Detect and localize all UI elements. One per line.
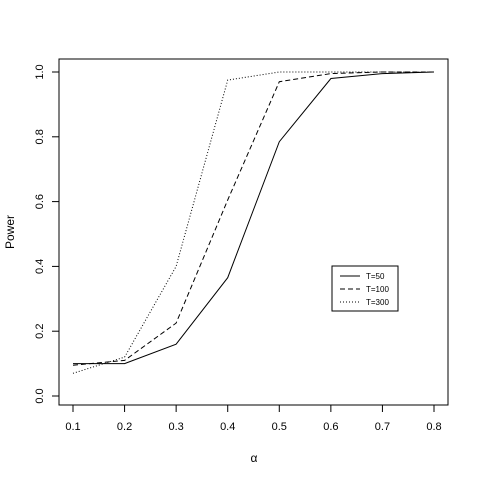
x-tick-label: 0.4 [220, 421, 235, 433]
x-tick-label: 0.3 [168, 421, 183, 433]
y-tick-label: 0.8 [34, 129, 46, 144]
x-tick-label: 0.1 [65, 421, 80, 433]
series-line-t-300 [72, 71, 434, 374]
x-tick-label: 0.7 [375, 421, 390, 433]
y-axis: 0.0 0.2 0.4 0.6 0.8 1.0 [34, 64, 60, 404]
x-tick-label: 0.6 [323, 421, 338, 433]
y-tick-label: 0.0 [34, 388, 46, 403]
x-tick-label: 0.2 [117, 421, 132, 433]
series-line-t-100 [72, 71, 434, 366]
y-tick-label: 1.0 [34, 64, 46, 79]
x-axis: 0.1 0.2 0.3 0.4 0.5 0.6 0.7 0.8 [65, 404, 442, 433]
x-axis-label: α [251, 451, 258, 465]
y-tick-label: 0.2 [34, 324, 46, 339]
x-tick-label: 0.8 [426, 421, 441, 433]
y-tick-label: 0.6 [34, 194, 46, 209]
legend-label: T=50 [366, 272, 385, 281]
legend-label: T=300 [366, 298, 389, 307]
y-axis-label: Power [3, 215, 17, 249]
y-tick-label: 0.4 [34, 259, 46, 274]
legend-label: T=100 [366, 285, 389, 294]
legend: T=50 T=100 T=300 [331, 265, 399, 312]
x-tick-label: 0.5 [272, 421, 287, 433]
plot-frame [58, 58, 449, 406]
series-layer [72, 71, 435, 374]
series-line-t-50 [73, 71, 435, 365]
